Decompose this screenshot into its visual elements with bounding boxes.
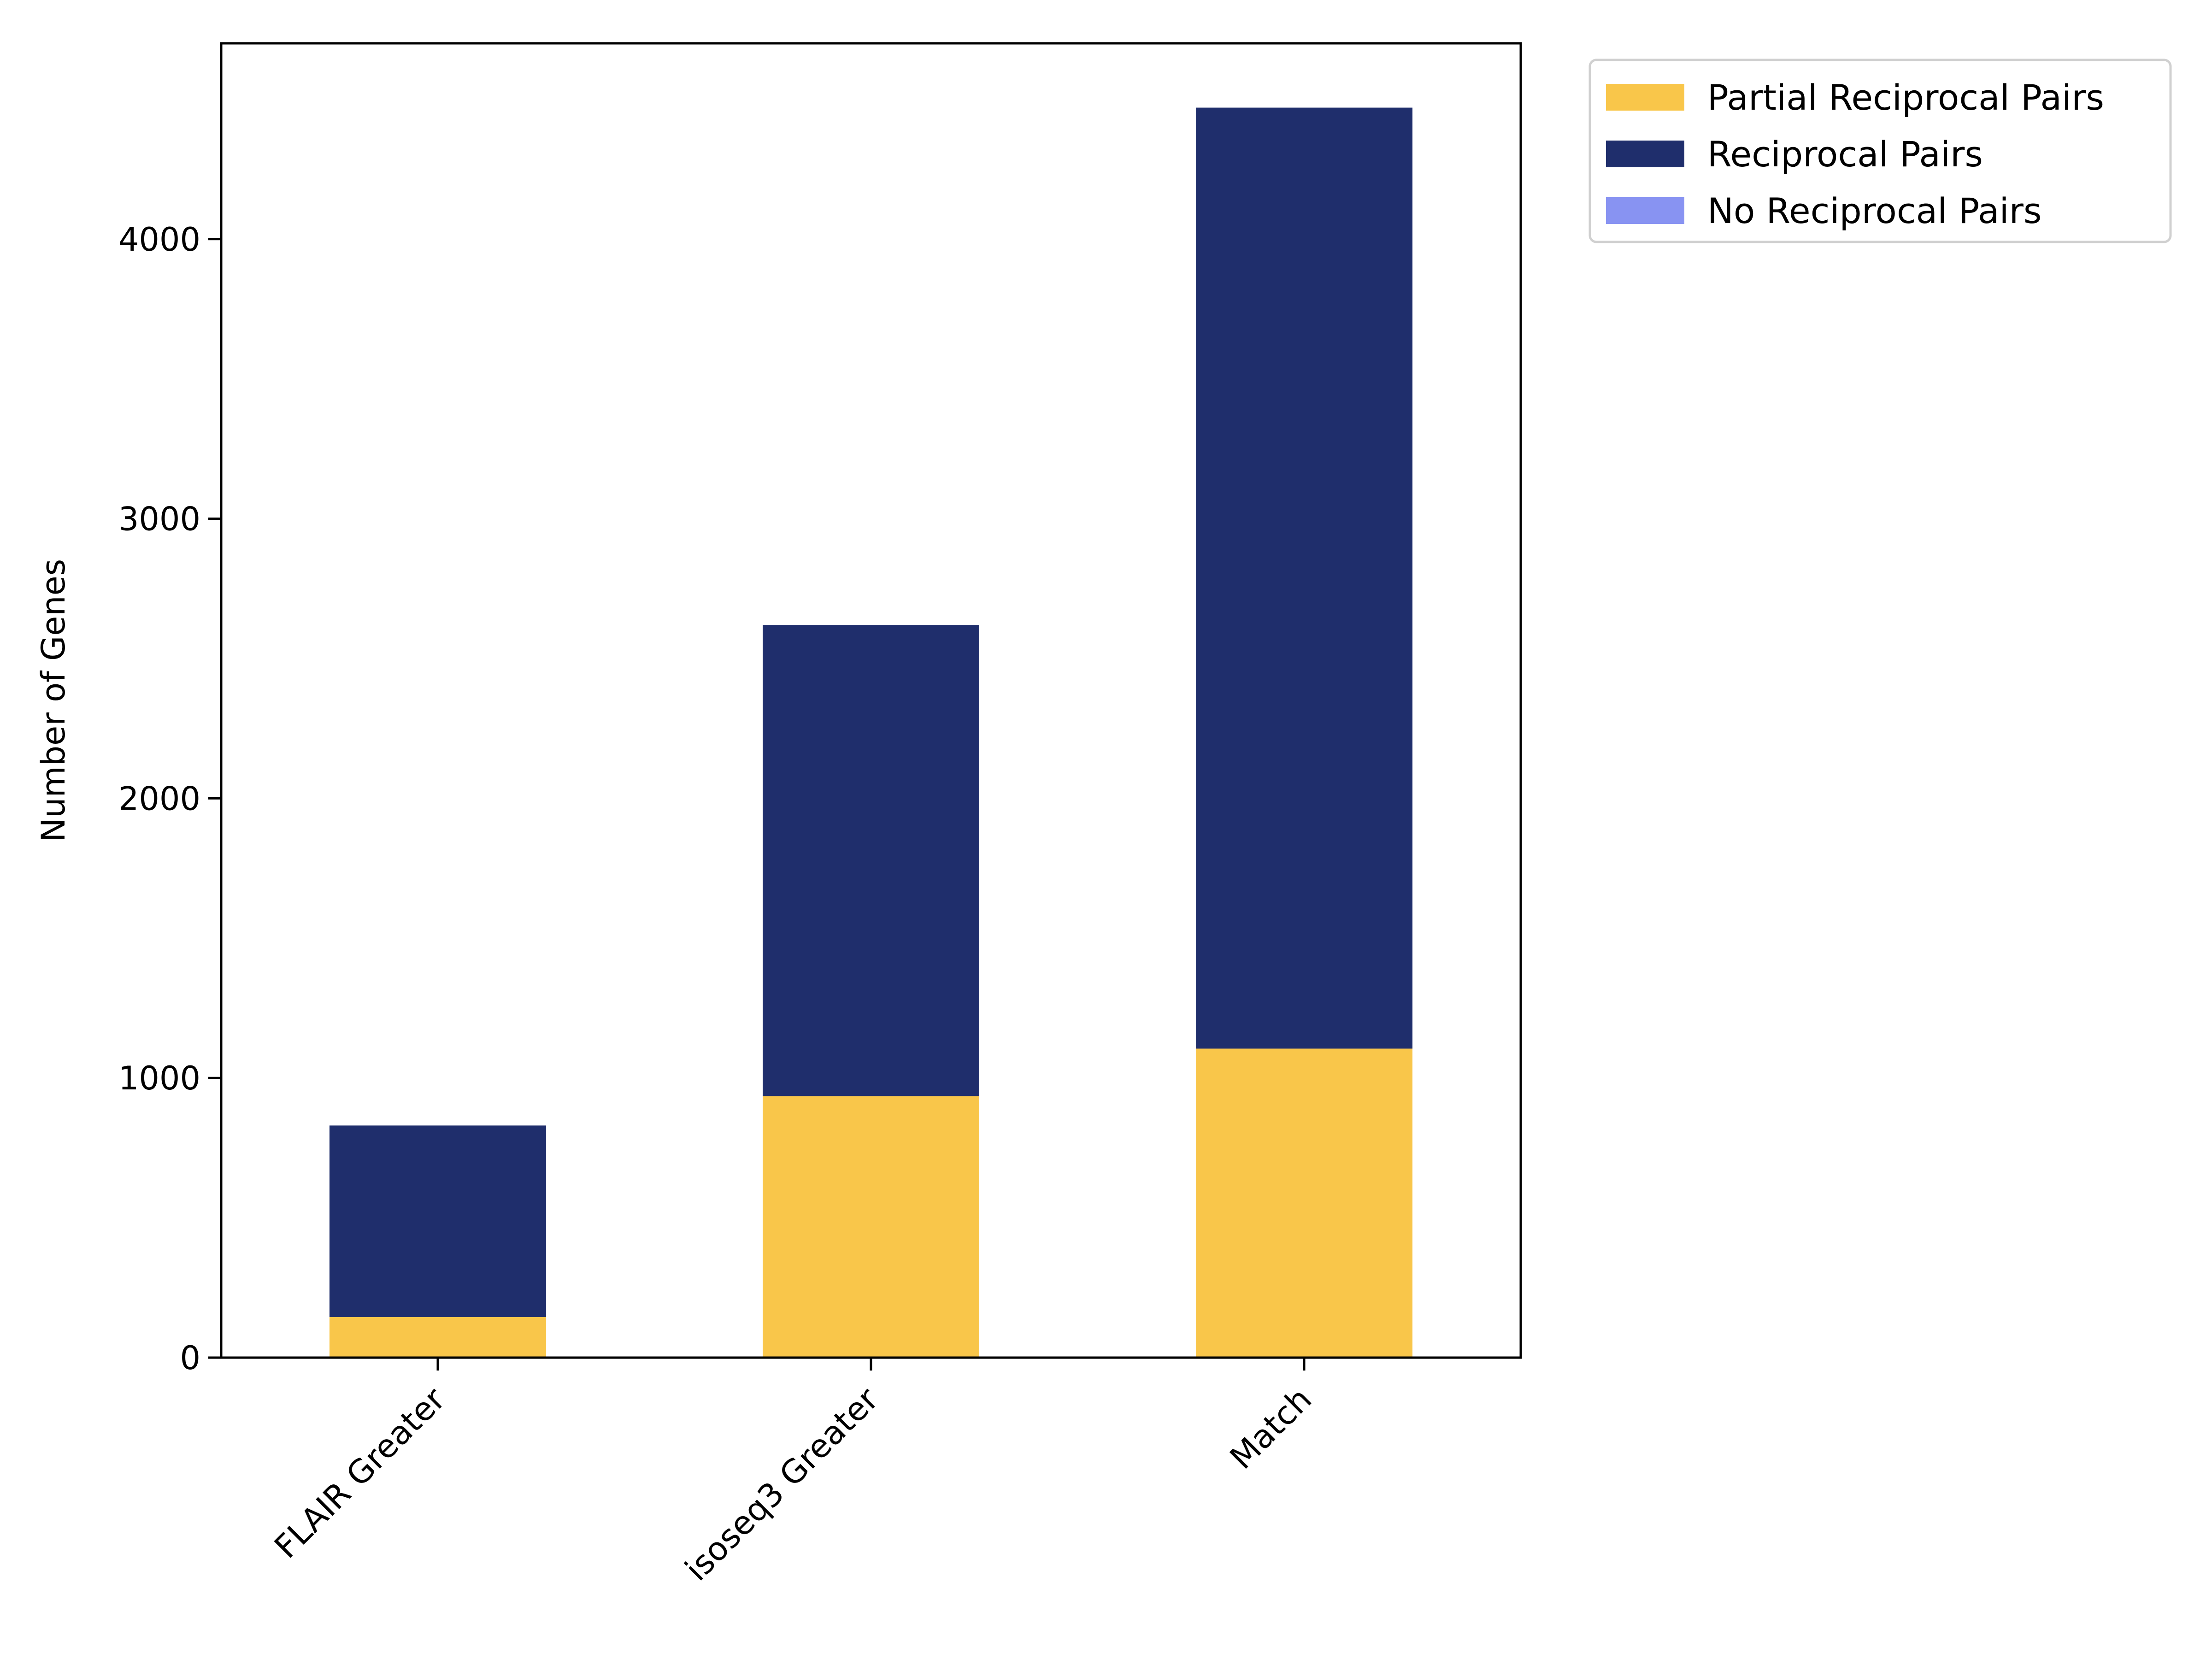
legend-label-reciprocal-pairs: Reciprocal Pairs bbox=[1707, 134, 1983, 175]
x-tick-label: isoseq3 Greater bbox=[678, 1380, 886, 1588]
y-tick-label: 0 bbox=[180, 1339, 200, 1377]
bar-flair-greater-partial-reciprocal-pairs bbox=[329, 1317, 546, 1358]
x-tick-label: FLAIR Greater bbox=[267, 1380, 453, 1566]
bar-isoseq3-greater-reciprocal-pairs bbox=[763, 625, 979, 1096]
y-axis: 0 1000 2000 3000 4000 bbox=[118, 221, 221, 1377]
y-tick-label: 1000 bbox=[118, 1059, 200, 1097]
y-tick-label: 4000 bbox=[118, 221, 200, 259]
legend-swatch-no-reciprocal-pairs bbox=[1606, 197, 1684, 224]
x-axis: FLAIR Greater isoseq3 Greater Match bbox=[267, 1358, 1319, 1588]
legend-swatch-partial-reciprocal-pairs bbox=[1606, 84, 1684, 111]
y-axis-label: Number of Genes bbox=[35, 559, 72, 842]
legend-frame bbox=[1588, 59, 2172, 243]
bar-flair-greater-reciprocal-pairs bbox=[329, 1125, 546, 1318]
bars-layer bbox=[329, 107, 1412, 1358]
legend-label-no-reciprocal-pairs: No Reciprocal Pairs bbox=[1707, 190, 2041, 231]
y-tick-label: 3000 bbox=[118, 500, 200, 538]
legend-label-partial-reciprocal-pairs: Partial Reciprocal Pairs bbox=[1707, 77, 2104, 118]
legend: Partial Reciprocal Pairs Reciprocal Pairs… bbox=[1588, 59, 2172, 243]
bar-isoseq3-greater-partial-reciprocal-pairs bbox=[763, 1096, 979, 1358]
y-tick-label: 2000 bbox=[118, 780, 200, 818]
bar-match-reciprocal-pairs bbox=[1196, 107, 1412, 1049]
legend-swatch-reciprocal-pairs bbox=[1606, 141, 1684, 167]
x-tick-label: Match bbox=[1223, 1380, 1319, 1477]
bar-match-partial-reciprocal-pairs bbox=[1196, 1048, 1412, 1358]
